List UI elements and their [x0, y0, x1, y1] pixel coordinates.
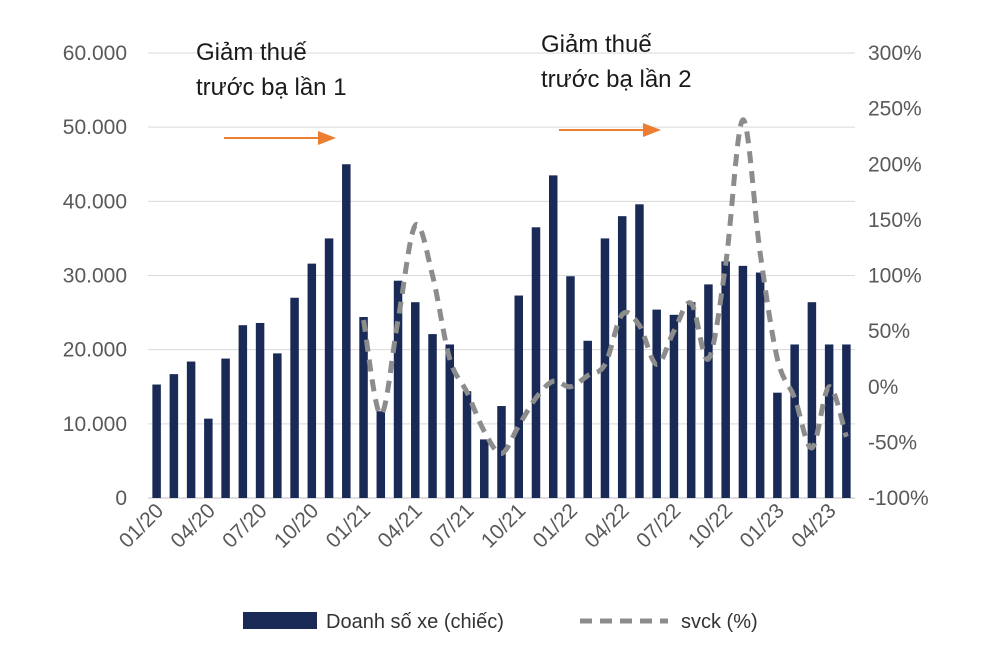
bar-series — [152, 164, 851, 499]
bar — [669, 314, 679, 498]
left-axis: 0 10.000 20.000 30.000 40.000 50.000 60.000 — [63, 42, 127, 510]
bar — [273, 353, 282, 498]
bar — [186, 361, 196, 498]
bar — [169, 374, 179, 498]
bar — [755, 272, 765, 498]
bar — [583, 340, 592, 498]
bar — [842, 344, 851, 498]
right-tick-label: 150% — [868, 209, 922, 232]
bar — [617, 216, 627, 498]
bar — [255, 322, 265, 498]
right-tick-label: 50% — [868, 320, 910, 343]
bar — [238, 325, 248, 498]
left-tick-label: 0 — [115, 487, 127, 510]
bar — [514, 295, 523, 498]
bar — [445, 344, 455, 498]
bar — [324, 238, 334, 498]
annotations: Giảm thuế trước bạ lần 1 Giảm thuế trước… — [196, 31, 692, 145]
annotation-2-line-2: trước bạ lần 2 — [541, 66, 692, 93]
bar — [428, 334, 437, 498]
bar — [548, 175, 558, 498]
left-tick-label: 20.000 — [63, 339, 127, 362]
x-tick-label: 10/20 — [270, 499, 323, 552]
bar — [359, 317, 368, 498]
x-tick-label: 07/22 — [632, 499, 685, 552]
x-axis: 01/2004/2007/2010/2001/2104/2107/2110/21… — [115, 499, 841, 552]
x-tick-label: 01/21 — [322, 499, 375, 552]
bar — [290, 297, 299, 498]
x-tick-label: 04/21 — [373, 499, 426, 552]
x-tick-label: 01/23 — [736, 499, 789, 552]
bar — [204, 418, 213, 498]
x-tick-label: 01/22 — [529, 499, 582, 552]
svck-line — [361, 117, 849, 456]
arrow-2 — [559, 123, 661, 137]
left-tick-label: 30.000 — [63, 265, 127, 288]
x-tick-label: 04/23 — [787, 499, 840, 552]
right-tick-label: 250% — [868, 98, 922, 121]
right-tick-label: 200% — [868, 153, 922, 176]
left-tick-label: 10.000 — [63, 413, 127, 436]
bar — [531, 227, 541, 498]
left-tick-label: 60.000 — [63, 42, 127, 65]
bar — [411, 302, 420, 498]
legend-line-label: svck (%) — [681, 611, 758, 633]
bar — [652, 309, 661, 498]
right-tick-label: 100% — [868, 265, 922, 288]
bar — [152, 384, 161, 498]
bar — [738, 265, 748, 498]
right-axis: -100% -50% 0% 50% 100% 150% 200% 250% 300% — [868, 42, 929, 510]
x-tick-label: 07/21 — [425, 499, 478, 552]
gridlines — [148, 52, 855, 499]
bar — [824, 344, 834, 498]
line-series — [361, 117, 849, 456]
x-tick-label: 04/22 — [580, 499, 633, 552]
left-tick-label: 40.000 — [63, 190, 127, 213]
arrow-1 — [224, 131, 336, 145]
bar — [721, 261, 730, 498]
right-tick-label: -100% — [868, 487, 929, 510]
legend: Doanh số xe (chiếc) svck (%) — [243, 611, 758, 633]
bar — [704, 284, 713, 498]
bar — [686, 302, 696, 498]
x-tick-label: 07/20 — [218, 499, 271, 552]
legend-bar-label: Doanh số xe (chiếc) — [326, 611, 504, 633]
right-tick-label: 0% — [868, 376, 898, 399]
bar — [790, 344, 799, 498]
annotation-2-line-1: Giảm thuế — [541, 31, 652, 58]
annotation-1-line-2: trước bạ lần 1 — [196, 74, 347, 101]
bar — [480, 439, 489, 498]
annotation-1-line-1: Giảm thuế — [196, 39, 307, 66]
right-tick-label: 300% — [868, 42, 922, 65]
legend-bar-swatch — [243, 612, 317, 629]
bar — [807, 302, 817, 498]
bar — [221, 358, 230, 498]
bar — [376, 411, 386, 498]
x-tick-label: 10/22 — [684, 499, 737, 552]
left-tick-label: 50.000 — [63, 116, 127, 139]
bar — [393, 280, 403, 498]
bar — [635, 204, 644, 499]
x-tick-label: 10/21 — [477, 499, 530, 552]
bar — [462, 391, 472, 498]
bar — [307, 263, 317, 498]
right-tick-label: -50% — [868, 431, 917, 454]
bar — [773, 392, 782, 498]
x-tick-label: 04/20 — [166, 499, 219, 552]
bar — [342, 164, 351, 498]
